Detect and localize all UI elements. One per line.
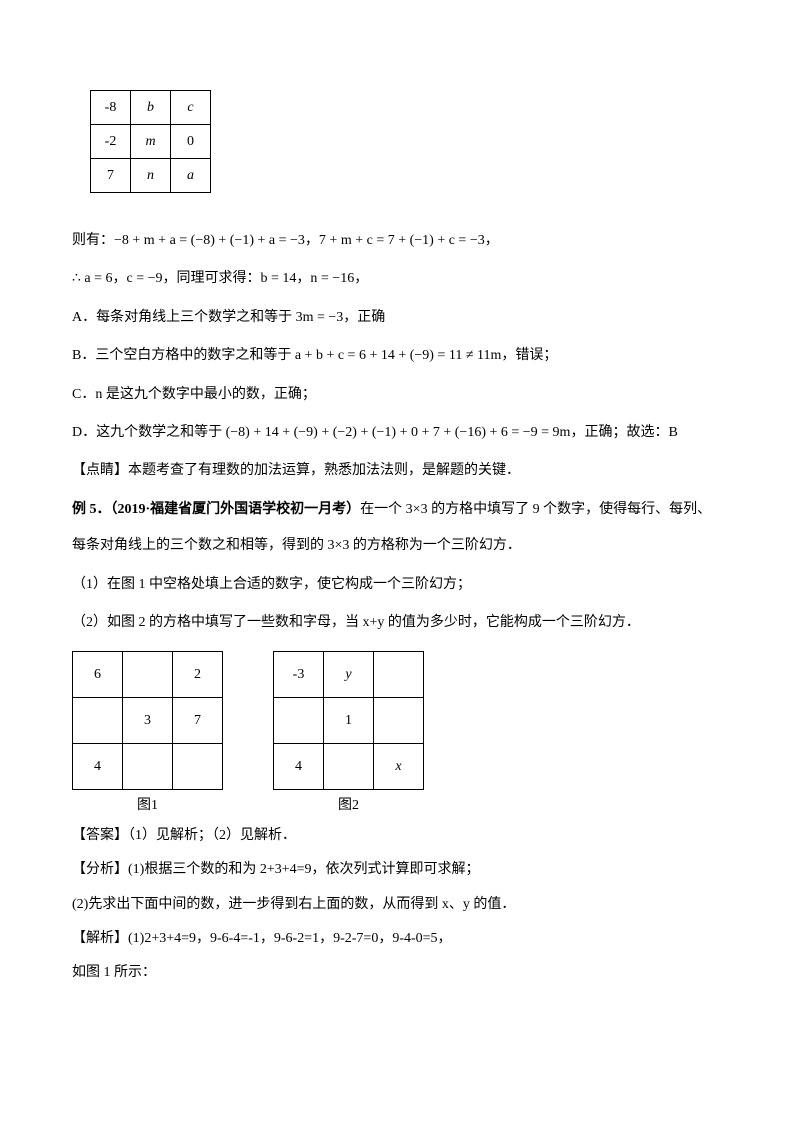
cell: 4 [73, 744, 123, 790]
cell: -3 [274, 652, 324, 698]
cell [123, 652, 173, 698]
cell: 7 [91, 159, 131, 193]
grid1: 6 2 3 7 4 [72, 651, 223, 790]
grid2-block: -3 y 1 4 x 图2 [273, 651, 424, 814]
cell [173, 744, 223, 790]
option-d: D．这九个数学之和等于 (−8) + 14 + (−9) + (−2) + (−… [72, 415, 722, 451]
cell: y [324, 652, 374, 698]
cell [73, 698, 123, 744]
cell: 7 [173, 698, 223, 744]
cell: n [131, 159, 171, 193]
grid2: -3 y 1 4 x [273, 651, 424, 790]
cell: 4 [274, 744, 324, 790]
cell: 0 [171, 125, 211, 159]
cell: 2 [173, 652, 223, 698]
cell [324, 744, 374, 790]
cell [374, 652, 424, 698]
cell: 6 [73, 652, 123, 698]
cell [274, 698, 324, 744]
magic-square-small: -8 b c -2 m 0 7 n a [90, 90, 211, 193]
cell: 1 [324, 698, 374, 744]
cell: m [131, 125, 171, 159]
grid1-block: 6 2 3 7 4 图1 [72, 651, 223, 814]
cell [374, 698, 424, 744]
grid1-caption: 图1 [137, 794, 158, 814]
cell: c [171, 91, 211, 125]
solve-2: 如图 1 所示： [72, 957, 722, 989]
option-b: B．三个空白方格中的数字之和等于 a + b + c = 6 + 14 + (−… [72, 338, 722, 374]
analysis-1: 【分析】(1)根据三个数的和为 2+3+4=9，依次列式计算即可求解； [72, 854, 722, 886]
solve-1: 【解析】(1)2+3+4=9，9-6-4=-1，9-6-2=1，9-2-7=0，… [72, 923, 722, 955]
option-a: A．每条对角线上三个数学之和等于 3m = −3，正确 [72, 300, 722, 336]
equation-line-2: ∴ a = 6，c = −9，同理可求得：b = 14，n = −16， [72, 261, 722, 297]
cell: -8 [91, 91, 131, 125]
cell: 3 [123, 698, 173, 744]
answer-line: 【答案】（1）见解析；（2）见解析． [72, 820, 722, 852]
cell: -2 [91, 125, 131, 159]
equation-line-1: 则有：−8 + m + a = (−8) + (−1) + a = −3，7 +… [72, 223, 722, 259]
example-5-heading: 例 5．（2019·福建省厦门外国语学校初一月考）在一个 3×3 的方格中填写了… [72, 492, 722, 565]
cell: b [131, 91, 171, 125]
example-5-prefix: 例 5．（2019·福建省厦门外国语学校初一月考） [72, 502, 360, 517]
cell: a [171, 159, 211, 193]
cell: x [374, 744, 424, 790]
analysis-2: (2)先求出下面中间的数，进一步得到右上面的数，从而得到 x、y 的值． [72, 889, 722, 921]
option-c: C．n 是这九个数字中最小的数，正确； [72, 377, 722, 413]
two-grids-row: 6 2 3 7 4 图1 -3 y [72, 651, 722, 814]
cell [123, 744, 173, 790]
question-1: （1）在图 1 中空格处填上合适的数字，使它构成一个三阶幻方； [72, 567, 722, 603]
grid2-caption: 图2 [338, 794, 359, 814]
question-2: （2）如图 2 的方格中填写了一些数和字母，当 x+y 的值为多少时，它能构成一… [72, 605, 722, 641]
tip-line: 【点睛】本题考查了有理数的加法运算，熟悉加法法则，是解题的关键． [72, 453, 722, 489]
